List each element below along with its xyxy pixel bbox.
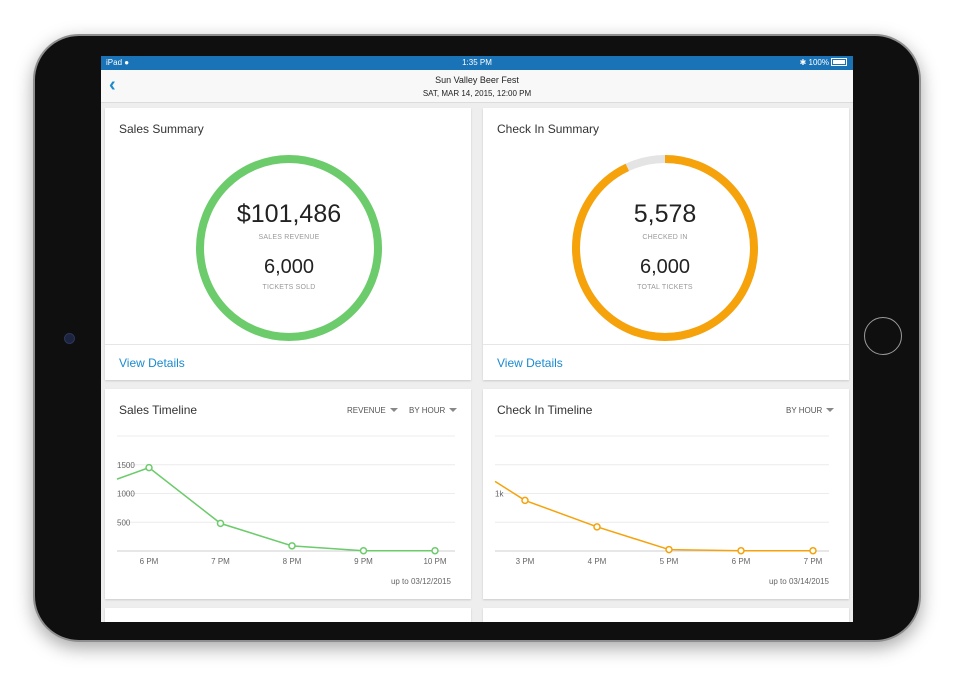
x-tick-label: 8 PM — [283, 557, 302, 566]
battery-icon — [831, 58, 847, 66]
x-tick-label: 9 PM — [354, 557, 373, 566]
checkin-timeline-chart: 1k 3 PM 4 PM 5 PM 6 PM 7 PM — [494, 435, 829, 566]
sales-footnote: up to 03/12/2015 — [390, 577, 451, 586]
x-tick-label: 10 PM — [423, 557, 446, 566]
divider — [105, 344, 471, 345]
y-tick-label: 500 — [117, 518, 131, 527]
status-device: iPad ● — [106, 58, 130, 67]
status-bar: iPad ● 1:35 PM ✱ 100% — [101, 56, 853, 70]
card-title: Check In Timeline — [497, 403, 593, 417]
x-tick-label: 5 PM — [660, 557, 679, 566]
y-tick-label: 1000 — [117, 490, 135, 499]
y-tick-label: 1k — [495, 490, 504, 499]
sales-ring — [196, 155, 382, 341]
event-title: Sun Valley Beer Fest — [435, 75, 519, 85]
x-tick-label: 6 PM — [732, 557, 751, 566]
sales-timeline-chart: 500 1000 1500 6 PM 7 PM 8 PM 9 PM 10 PM — [116, 435, 455, 566]
data-point — [521, 496, 529, 505]
series-line — [116, 466, 435, 552]
status-battery: ✱ 100% — [800, 58, 847, 67]
series-line — [494, 480, 813, 552]
sales-revenue-value: $101,486 — [236, 200, 342, 228]
checkin-timeline-card: Check In Timeline BY HOUR 1k 3 PM 4 PM 5 PM… — [483, 389, 849, 599]
data-point — [216, 519, 225, 528]
checkin-view-details-link[interactable]: View Details — [497, 356, 563, 370]
card-title: Sales Summary — [119, 122, 204, 136]
card-title: Sales Timeline — [119, 403, 198, 417]
next-card-right — [483, 608, 849, 622]
total-tickets-value: 6,000 — [639, 256, 691, 278]
x-tick-label: 4 PM — [588, 557, 607, 566]
status-time: 1:35 PM — [462, 58, 492, 67]
tickets-sold-label: TICKETS SOLD — [262, 284, 316, 291]
dropdown-caret-icon — [389, 408, 398, 412]
sales-interval-dropdown[interactable]: BY HOUR — [409, 406, 458, 415]
data-point — [431, 546, 439, 555]
data-point — [737, 546, 745, 555]
data-point — [288, 542, 296, 550]
data-point — [665, 545, 673, 554]
next-card-left — [105, 608, 471, 622]
checkin-interval-dropdown[interactable]: BY HOUR — [786, 406, 835, 415]
dropdown-caret-icon — [449, 408, 458, 412]
sales-ring-arc — [196, 155, 382, 341]
x-tick-label: 6 PM — [140, 557, 159, 566]
bluetooth-icon: ✱ — [799, 58, 807, 67]
checked-in-value: 5,578 — [633, 200, 697, 228]
data-point — [593, 523, 601, 531]
data-point — [145, 463, 153, 472]
revenue-dropdown[interactable]: REVENUE — [347, 406, 398, 415]
event-date: SAT, MAR 14, 2015, 12:00 PM — [422, 89, 532, 98]
sales-timeline-card: Sales Timeline REVENUE BY HOUR 500 1000 15… — [105, 389, 471, 599]
home-button[interactable] — [864, 317, 902, 355]
wifi-icon: ● — [124, 58, 130, 67]
sales-revenue-label: SALES REVENUE — [258, 234, 320, 241]
card-title: Check In Summary — [497, 122, 600, 136]
x-tick-label: 7 PM — [211, 557, 230, 566]
checkin-footnote: up to 03/14/2015 — [768, 577, 829, 586]
total-tickets-label: TOTAL TICKETS — [637, 284, 693, 291]
x-tick-label: 3 PM — [516, 557, 535, 566]
checkin-ring-arc — [572, 155, 758, 341]
data-point — [359, 546, 368, 555]
dropdown-caret-icon — [826, 408, 835, 412]
checkin-ring — [572, 155, 758, 341]
screen: iPad ● 1:35 PM ✱ 100% ‹ Sun Valley Beer … — [101, 56, 853, 622]
back-chevron-icon[interactable]: ‹ — [109, 74, 116, 96]
data-point — [809, 546, 817, 555]
sales-summary-card: Sales Summary $101,486 SALES REVENUE 6,0… — [105, 108, 471, 380]
checkin-summary-card: Check In Summary 5,578 CHECKED IN 6,000 … — [483, 108, 849, 380]
tickets-sold-value: 6,000 — [263, 256, 315, 278]
sales-view-details-link[interactable]: View Details — [119, 356, 185, 370]
front-camera — [64, 333, 75, 344]
divider — [483, 344, 849, 345]
x-tick-label: 7 PM — [804, 557, 823, 566]
y-tick-label: 1500 — [117, 461, 135, 470]
checked-in-label: CHECKED IN — [642, 234, 688, 241]
nav-bar: ‹ Sun Valley Beer Fest SAT, MAR 14, 2015… — [101, 70, 853, 103]
